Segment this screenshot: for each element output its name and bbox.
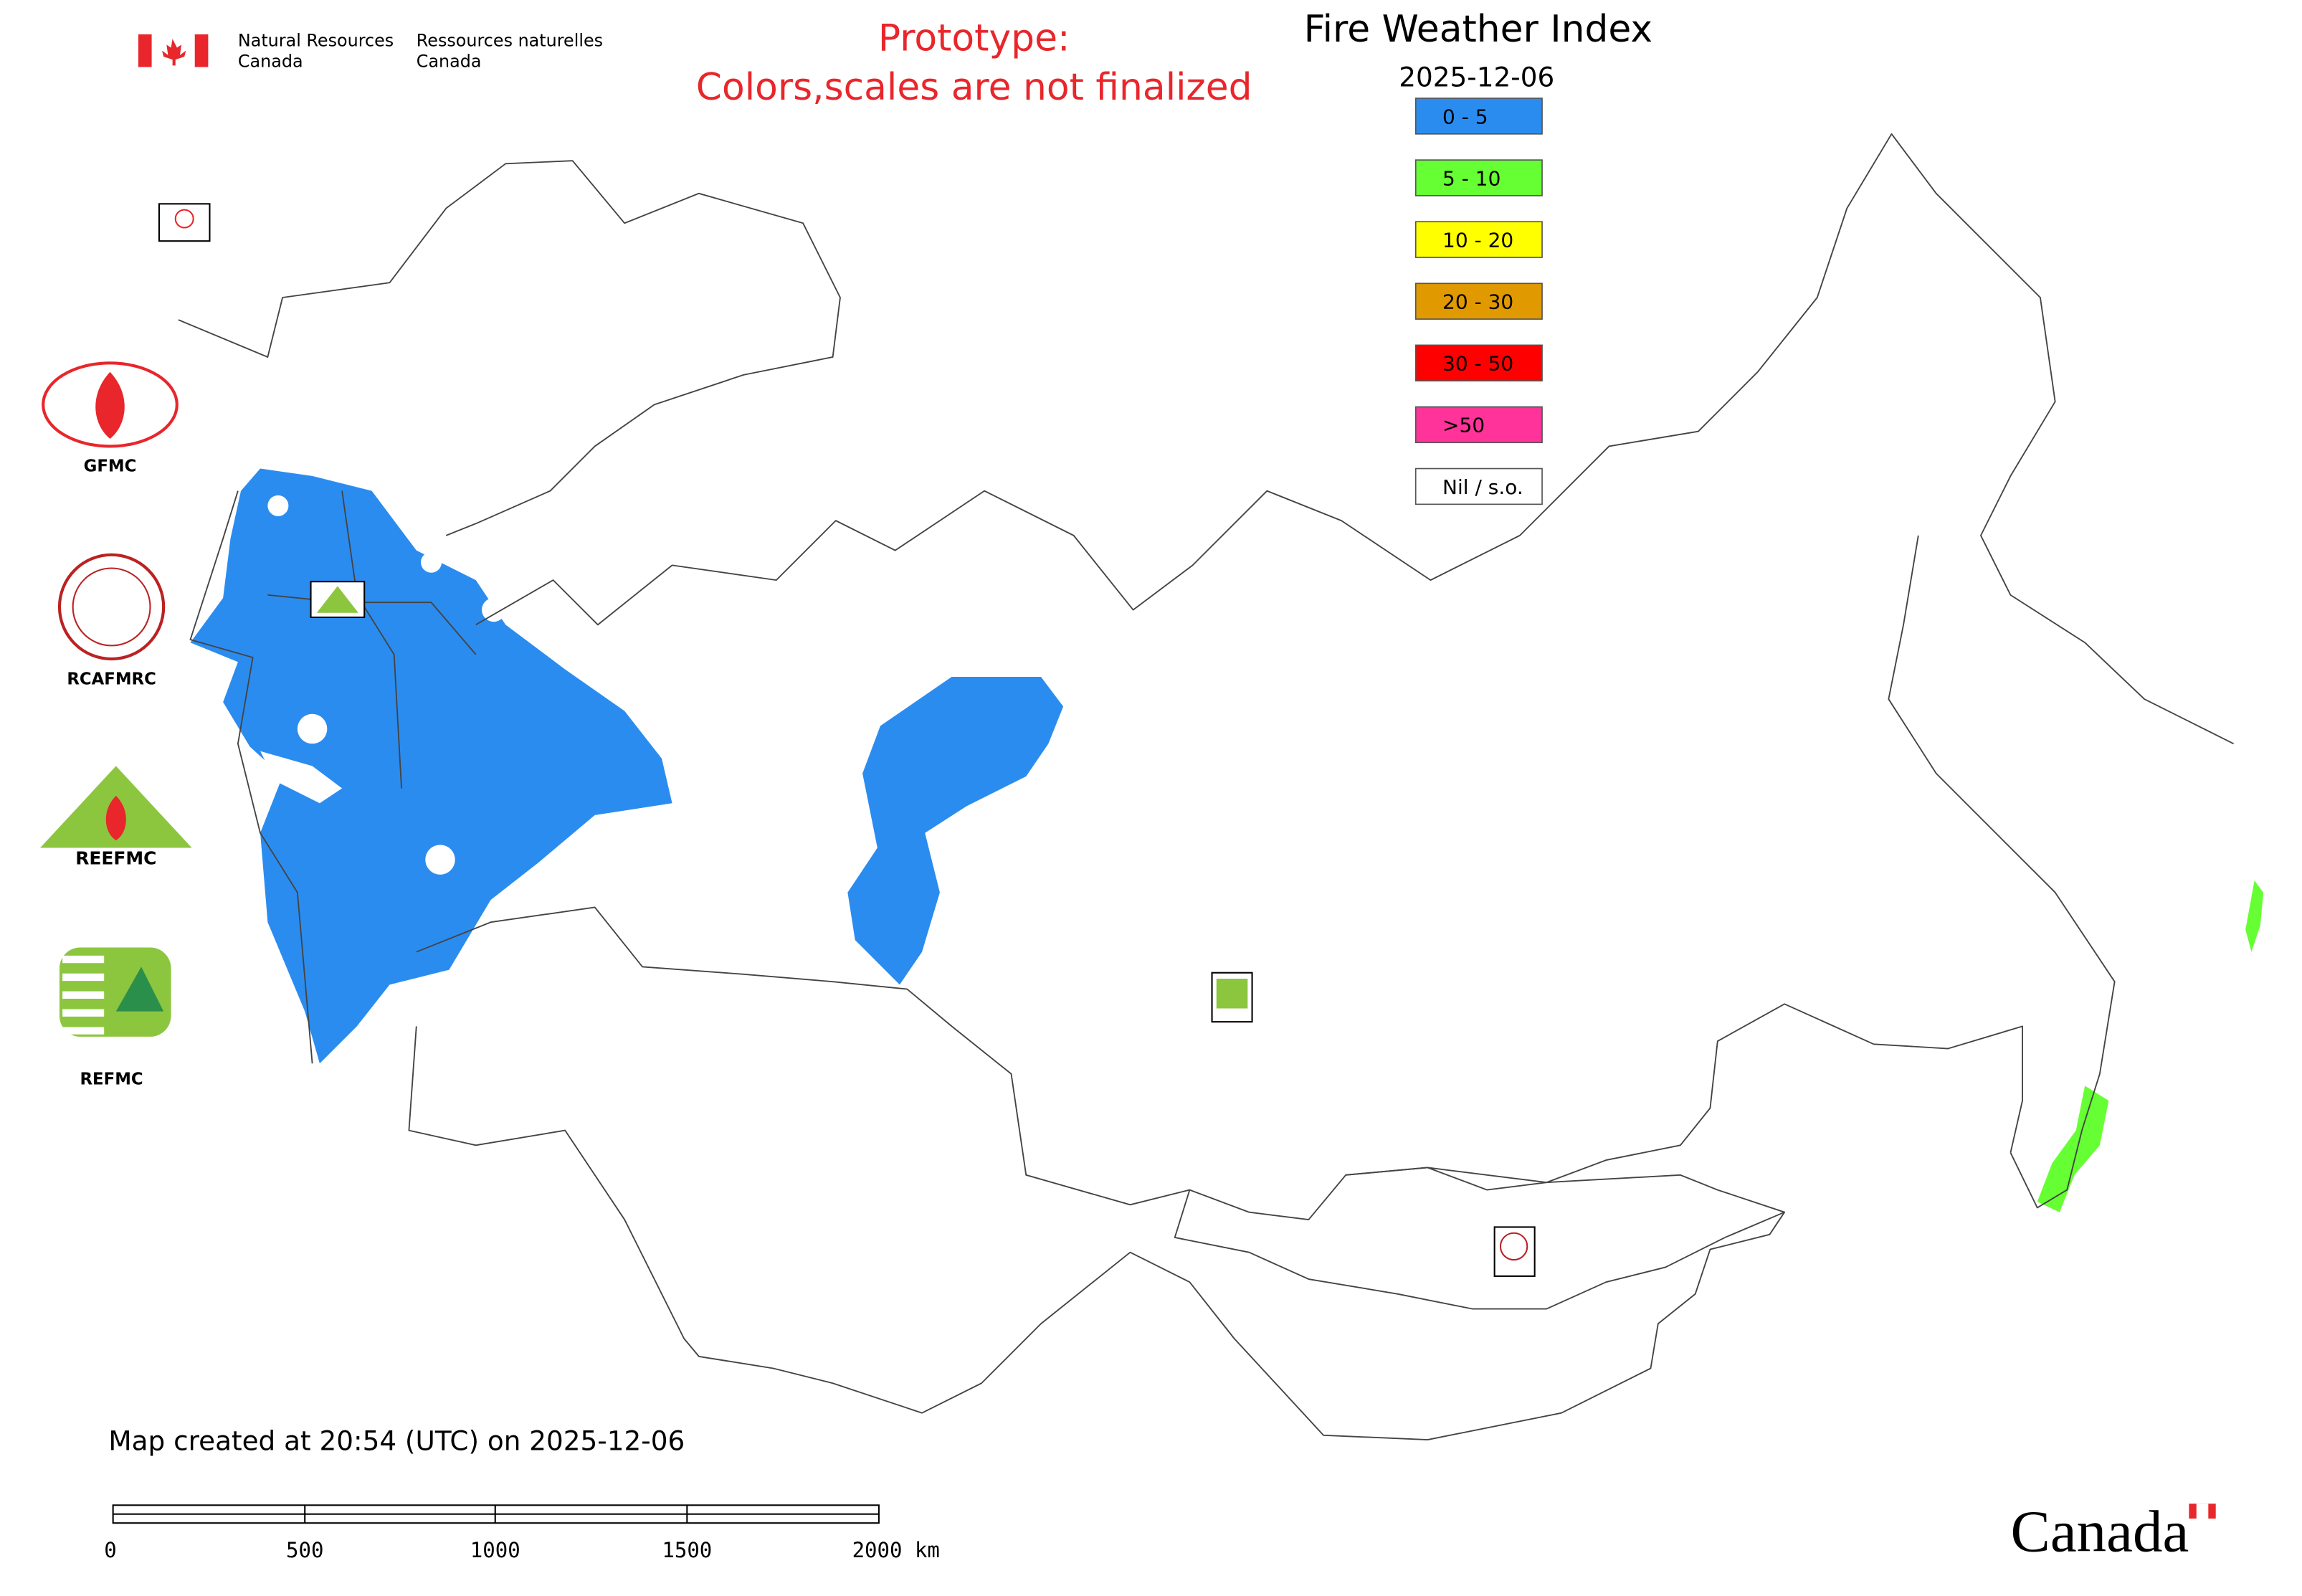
legend-swatch: [1414, 221, 1543, 258]
org-name-en: Natural Resources: [238, 30, 394, 50]
org-name-en: Canada: [238, 51, 303, 71]
rcafmrc-logo-ring: [72, 567, 151, 647]
legend-swatch: [1414, 98, 1543, 135]
scale-bar: 0 500 1000 1500 2000 km: [104, 1504, 940, 1562]
maple-leaf: [162, 39, 186, 66]
scale-label: 1500: [662, 1538, 712, 1562]
logo-label: REEFMC: [75, 847, 156, 868]
marker-rcafmrc: [1493, 1226, 1536, 1277]
fwi-area: [2037, 1086, 2109, 1212]
coastline: [475, 133, 2235, 745]
no-data-area: [267, 495, 289, 516]
border: [1174, 1167, 1786, 1310]
org-name-fr: Ressources naturelles: [417, 30, 603, 50]
legend-swatch: [1414, 159, 1543, 196]
scale-label: 0: [104, 1538, 116, 1562]
no-data-area: [482, 598, 506, 622]
border: [267, 490, 477, 789]
scale-label: 2000 km: [852, 1538, 940, 1562]
legend-label: 0 - 5: [1442, 105, 1488, 128]
fwi-area: [2245, 880, 2264, 952]
coastline: [189, 490, 313, 1064]
legend-label: >50: [1442, 414, 1485, 437]
marker-icon: [1499, 1232, 1528, 1261]
logo-label: RCAFMRC: [67, 670, 156, 688]
flag-bar: [194, 34, 209, 67]
legend: 0 - 5 5 - 10 10 - 20 20 - 30 30 - 50 >50 Nil /…: [1414, 98, 1543, 505]
rcafmrc-logo: [57, 553, 166, 661]
no-data-area: [260, 751, 343, 804]
map-title: Fire Weather Index: [1304, 8, 1652, 51]
coastline: [1888, 535, 2116, 1209]
flag-bar: [138, 34, 152, 67]
org-name-fr: Canada: [417, 51, 482, 71]
legend-swatch: [1414, 467, 1543, 505]
marker-icon: [174, 209, 194, 229]
legend-swatch: [1414, 344, 1543, 381]
coastline: [178, 160, 841, 536]
wordmark-flag-center: [2196, 1504, 2209, 1519]
logo-label: GFMC: [84, 457, 137, 476]
refmc-logo-stripes: [62, 955, 105, 1035]
gfmc-logo-flame: [95, 371, 125, 440]
legend-swatch: [1414, 282, 1543, 320]
refmc-logo-tree: [115, 966, 164, 1012]
marker-icon: [316, 586, 358, 613]
border: [408, 1026, 1785, 1440]
legend-label: 20 - 30: [1442, 290, 1513, 314]
legend-label: 10 - 20: [1442, 228, 1513, 252]
map-date: 2025-12-06: [1399, 61, 1554, 92]
government-signature: Natural Resources Canada Ressources natu…: [138, 30, 603, 71]
no-data-area: [421, 551, 442, 573]
border: [416, 906, 2023, 1220]
legend-label: 30 - 50: [1442, 352, 1513, 376]
side-logos: GFMC RCAFMRC REEFMC REFMC: [40, 361, 192, 1088]
no-data-area: [425, 845, 455, 875]
map-markers: [158, 203, 1536, 1277]
boundaries: [178, 133, 2235, 1440]
scale-labels: 0 500 1000 1500 2000 km: [104, 1538, 940, 1562]
legend-label: Nil / s.o.: [1442, 475, 1523, 499]
prototype-notice: Prototype:: [878, 17, 1070, 60]
scale-label: 500: [286, 1538, 323, 1562]
reefmc-logo-flame: [105, 795, 126, 841]
wordmark: Canada: [2010, 1498, 2189, 1564]
legend-swatch: [1414, 406, 1543, 444]
logo-label: REFMC: [80, 1070, 143, 1088]
scale-label: 1000: [470, 1538, 520, 1562]
canada-wordmark: Canada: [2010, 1498, 2216, 1564]
fwi-area: [847, 676, 1064, 985]
legend-label: 5 - 10: [1442, 166, 1500, 190]
no-data-area: [297, 713, 328, 744]
prototype-notice: Colors,scales are not finalized: [696, 66, 1252, 109]
marker-icon: [1216, 979, 1248, 1009]
creation-note: Map created at 20:54 (UTC) on 2025-12-06: [108, 1425, 685, 1457]
gfmc-logo: [42, 361, 179, 448]
